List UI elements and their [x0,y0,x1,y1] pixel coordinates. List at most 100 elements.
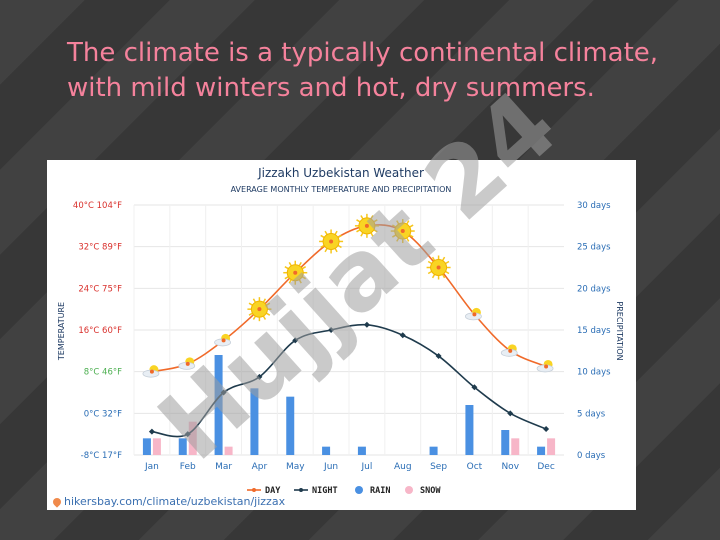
sun-ray [284,276,289,280]
day-point [257,307,262,312]
sun-ray [356,229,361,233]
cloud-sun-icon [214,333,231,347]
x-tick-label: Dec [537,462,554,472]
sun-ray [320,234,325,239]
sun-ray [373,229,378,233]
sun-ray [396,237,400,242]
sun-ray [370,232,374,237]
x-tick-label: Jan [144,462,159,472]
rain-bar [429,446,438,455]
source-link-text: hikersbay.com/climate/uzbekistan/jizzax [64,495,286,508]
night-point [435,353,442,360]
sun-ray [427,260,433,265]
sun-ray [445,270,450,275]
sun-ray [391,234,397,238]
y2-tick-label: 20 days [577,284,611,294]
day-point [149,369,154,374]
cloud-sun-icon [500,344,518,357]
sun-ray [288,279,292,284]
weather-chart: Jizzakh Uzbekistan Weather AVERAGE MONTH… [57,166,624,496]
sun-ray [288,261,292,267]
chart-card: Jizzakh Uzbekistan Weather AVERAGE MONTH… [47,160,636,510]
sun-icon [426,255,451,280]
legend-label: RAIN [370,486,390,496]
day-point [221,338,226,343]
sun-ray [431,256,436,261]
x-tick-label: May [286,462,305,472]
sun-ray [356,219,361,223]
night-point [220,389,227,396]
night-point [184,431,191,438]
rain-bar [250,388,259,455]
night-point [292,337,299,344]
snow-bar [152,438,161,455]
y-axis-title: TEMPERATURE [57,302,66,361]
rain-bar [357,446,366,455]
sun-ray [360,232,364,237]
chart-title: Jizzakh Uzbekistan Weather [257,166,424,180]
rain-bar [322,446,331,455]
sun-icon [247,297,272,322]
rain-bar [465,405,474,455]
rain-bar [286,396,295,455]
sun-ray [334,248,338,253]
sun-ray [284,266,289,270]
legend-label: SNOW [420,486,441,496]
day-point [508,348,513,353]
x-tick-label: Aug [394,462,412,472]
sun-ray [324,230,328,235]
x-tick-label: Jun [323,462,338,472]
y2-tick-label: 15 days [577,326,611,336]
y2-tick-label: 30 days [577,201,611,211]
y2-tick-label: 0 days [577,451,606,461]
y-tick-label: 24°C 75°F [78,284,122,294]
night-line [151,323,547,438]
day-point [185,361,190,366]
day-point [329,239,334,244]
night-point [363,321,370,328]
sun-ray [406,220,410,225]
night-point [328,327,335,333]
x-tick-label: Apr [252,462,268,472]
sun-ray [431,274,436,279]
sun-ray [427,270,433,275]
x-tick-label: Mar [215,462,232,472]
x-tick-label: Oct [467,462,483,472]
source-link[interactable]: hikersbay.com/climate/uzbekistan/jizzax [51,495,286,508]
sun-ray [445,260,450,265]
rain-bar [501,430,510,455]
night-point [543,425,550,432]
x-tick-label: Nov [501,462,519,472]
cloud-sun-icon [178,357,196,370]
sun-ray [409,224,414,228]
sun-icon [319,229,344,254]
y-tick-label: 8°C 46°F [84,368,122,378]
night-point [148,428,155,435]
night-point [399,332,406,339]
sun-icon [283,260,308,285]
sun-ray [334,230,338,235]
night-point [471,384,478,391]
sun-ray [320,244,325,249]
y-tick-label: 40°C 104°F [73,201,122,211]
sun-icon [354,213,379,238]
night-point [256,373,263,380]
sun-ray [337,234,342,239]
sun-ray [265,302,271,306]
sun-ray [262,298,267,303]
sun-ray [252,315,257,320]
sun-ray [406,237,410,242]
night-point [507,410,514,417]
cloud-sun-icon [536,359,554,373]
day-point [544,364,549,369]
y-tick-label: 16°C 60°F [78,326,122,336]
day-point [364,223,369,228]
sun-ray [441,256,446,261]
y2-tick-label: 25 days [577,243,611,253]
sun-ray [298,261,302,267]
legend-label: NIGHT [312,486,338,496]
day-point [293,270,298,275]
chart-subtitle: AVERAGE MONTHLY TEMPERATURE AND PRECIPIT… [231,185,452,194]
location-pin-icon [51,496,63,508]
y2-tick-label: 10 days [577,368,611,378]
